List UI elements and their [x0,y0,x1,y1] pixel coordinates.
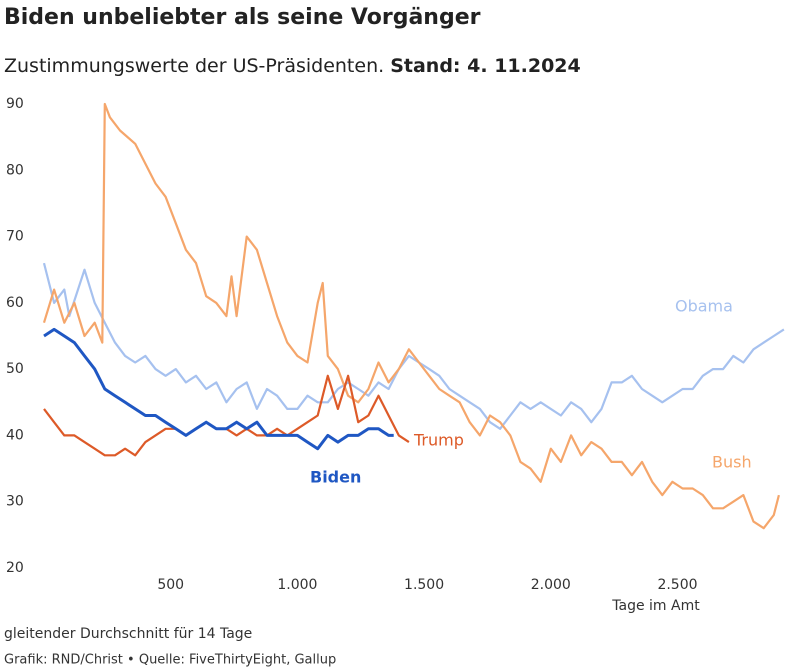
series-label: Trump [413,431,464,450]
y-tick-label: 20 [6,560,24,576]
source: Grafik: RND/Christ • Quelle: FiveThirtyE… [4,653,336,668]
y-tick-label: 50 [6,361,24,377]
x-tick-label: 1.000 [277,577,317,593]
line-trump [43,374,410,457]
series-label: Obama [675,297,733,316]
x-axis-label: Tage im Amt [611,598,700,614]
series-label: Bush [712,453,752,472]
y-tick-label: 70 [6,229,24,245]
chart-subtitle: Zustimmungswerte der US-Präsidenten. Sta… [4,55,581,77]
chart-title: Biden unbeliebter als seine Vorgänger [4,5,481,30]
line-obama [42,262,785,430]
y-tick-label: 30 [6,494,24,510]
subtitle-date: Stand: 4. 11.2024 [390,55,581,77]
x-tick-label: 2.500 [657,577,697,593]
subtitle-text: Zustimmungswerte der US-Präsidenten. [4,55,384,77]
line-bush [42,102,780,530]
note: gleitender Durchschnitt für 14 Tage [4,626,252,642]
x-tick-label: 500 [157,577,184,593]
y-tick-label: 40 [6,427,24,443]
x-tick-label: 1.500 [404,577,444,593]
y-tick-label: 90 [6,96,24,112]
x-tick-label: 2.000 [531,577,571,593]
y-tick-label: 80 [6,162,24,178]
series-label: Biden [310,468,361,487]
line-biden [43,327,394,451]
y-tick-label: 60 [6,295,24,311]
